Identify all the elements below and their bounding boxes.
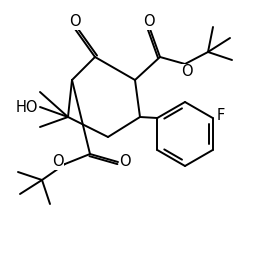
Text: O: O	[119, 153, 131, 168]
Text: O: O	[181, 63, 193, 79]
Text: O: O	[143, 14, 155, 29]
Text: O: O	[52, 154, 64, 169]
Text: HO: HO	[15, 100, 38, 115]
Text: F: F	[216, 109, 225, 123]
Text: O: O	[69, 14, 81, 29]
